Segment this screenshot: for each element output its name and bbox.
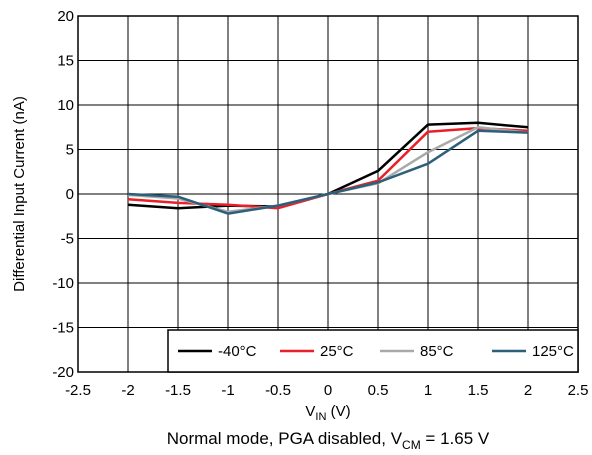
y-tick-label: -10 [52,275,74,292]
y-tick-label: -5 [61,231,74,248]
chart-caption: Normal mode, PGA disabled, VCM = 1.65 V [167,429,490,452]
y-tick-label: -15 [52,320,74,337]
x-tick-label: -1 [221,382,234,399]
y-tick-labels: -20 -15 -10 -5 0 5 10 15 20 [52,8,74,381]
x-tick-label: 1.5 [468,382,489,399]
x-tick-label: -0.5 [265,382,291,399]
x-tick-label: -1.5 [165,382,191,399]
y-axis-title: Differential Input Current (nA) [11,96,28,292]
series-line [127,129,529,215]
x-tick-label: 2.5 [568,382,589,399]
y-tick-label: 10 [57,97,74,114]
x-tick-label: 0.5 [368,382,389,399]
legend-label: 25°C [320,343,354,360]
series-lines [127,121,529,215]
x-tick-label: -2 [121,382,134,399]
legend-label: -40°C [218,343,257,360]
x-tick-label: 0 [324,382,332,399]
legend-label: 125°C [532,343,574,360]
x-tick-labels: -2.5 -2 -1.5 -1 -0.5 0 0.5 1 1.5 2 2.5 [65,382,588,399]
x-tick-label: 1 [424,382,432,399]
x-tick-label: 2 [524,382,532,399]
y-tick-label: -20 [52,364,74,381]
legend-label: 85°C [420,343,454,360]
y-tick-label: 15 [57,53,74,70]
legend-box [167,329,579,373]
legend: -40°C 25°C 85°C 125°C [167,329,579,373]
y-tick-label: 0 [66,186,74,203]
y-tick-label: 5 [66,142,74,159]
x-tick-label: -2.5 [65,382,91,399]
y-tick-label: 20 [57,8,74,25]
x-axis-title: VIN (V) [305,403,350,423]
